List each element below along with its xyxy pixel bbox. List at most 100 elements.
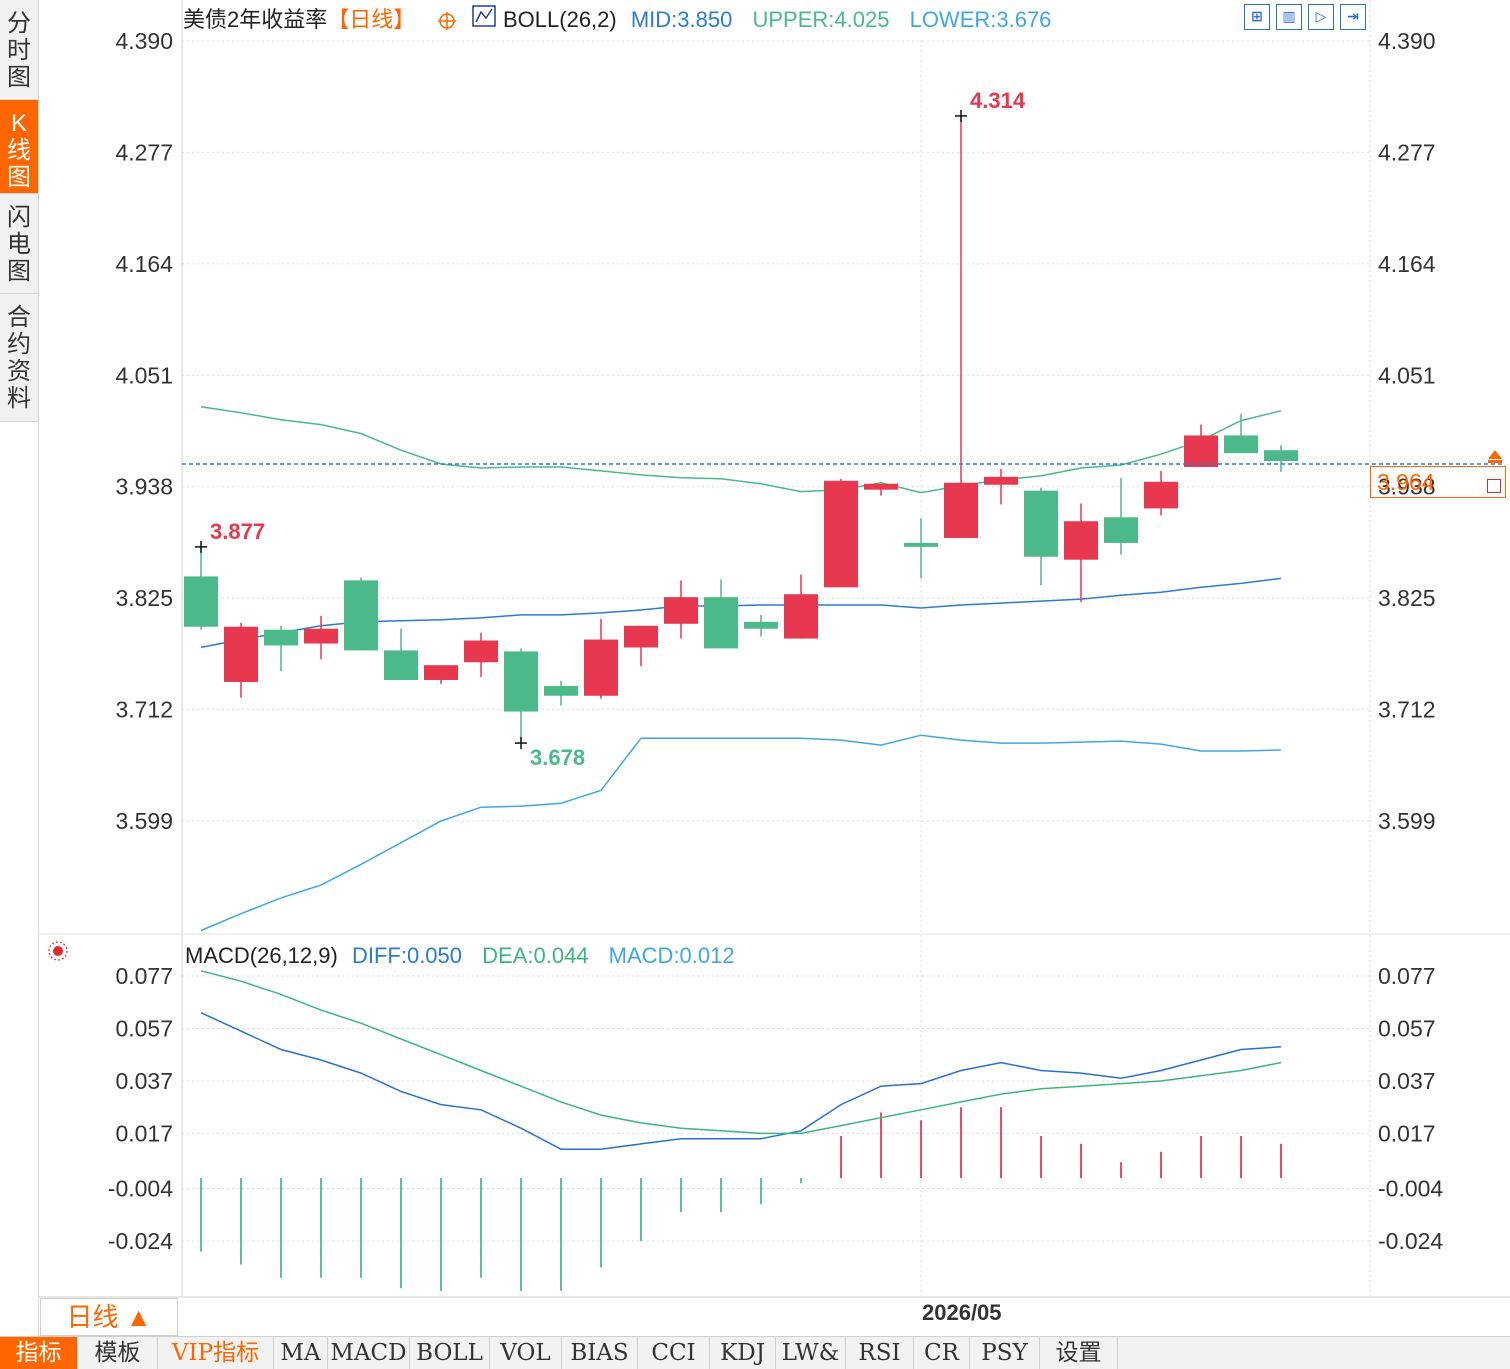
- boll-upper-line: [200, 406, 1282, 494]
- indicator-tab-11[interactable]: RSI: [846, 1337, 914, 1369]
- sidebar-tab-char: 约: [7, 331, 31, 358]
- candle-body: [344, 580, 378, 651]
- sidebar-tab-char: K: [10, 110, 27, 137]
- y-tick-left: 3.938: [115, 474, 173, 500]
- boll-bands: [200, 406, 1282, 932]
- sidebar-tab-char: 图: [7, 258, 31, 285]
- y-tick-left: 4.051: [115, 362, 173, 388]
- macd-diff: DIFF:0.050: [352, 943, 462, 968]
- y-tick-right: 3.825: [1378, 585, 1436, 611]
- sun-settings-icon[interactable]: [48, 941, 68, 961]
- candle-body: [704, 597, 738, 649]
- dea-line: [200, 970, 1282, 1135]
- sidebar-tab-char: 资: [7, 358, 31, 385]
- candle-body: [1184, 435, 1218, 467]
- current-price-value: 3.964: [1377, 469, 1435, 495]
- candle-body: [624, 625, 658, 648]
- macd-y-tick-right: -0.004: [1378, 1176, 1443, 1202]
- indicator-tab-13[interactable]: PSY: [970, 1337, 1040, 1369]
- macd-y-tick-right: 0.057: [1378, 1015, 1436, 1041]
- sidebar-tab-3[interactable]: 合约资料: [0, 294, 38, 422]
- price-arrow-base: [1488, 460, 1502, 463]
- price-marker-icon[interactable]: [1487, 479, 1501, 493]
- fast-forward-icon[interactable]: ⇥: [1340, 4, 1366, 30]
- indicator-tab-0[interactable]: 指标: [0, 1337, 78, 1369]
- macd-y-tick-right: -0.024: [1378, 1228, 1443, 1254]
- indicator-tab-2[interactable]: VIP指标: [158, 1337, 274, 1369]
- sidebar-tab-char: 料: [7, 385, 31, 412]
- indicator-tab-14[interactable]: 设置: [1040, 1337, 1118, 1369]
- indicator-tab-3[interactable]: MA: [274, 1337, 328, 1369]
- sidebar-tab-0[interactable]: 分时图: [0, 0, 38, 100]
- candle-body: [264, 629, 298, 646]
- y-tick-left: 3.599: [115, 808, 173, 834]
- macd-y-tick-right: 0.017: [1378, 1120, 1436, 1146]
- candle-body: [384, 650, 418, 680]
- sidebar-tab-char: 图: [7, 164, 31, 191]
- sidebar-tab-char: 合: [7, 304, 31, 331]
- price-up-arrow-icon: [1488, 450, 1502, 459]
- bar-chart-icon[interactable]: ▥: [1276, 4, 1302, 30]
- kline-chart[interactable]: 4.390 4.277 4.164 4.051 3.938 3.825 3.712 3.599…: [0, 0, 1510, 1336]
- macd-y-tick-left: 0.037: [115, 1068, 173, 1094]
- indicator-tab-7[interactable]: BIAS: [562, 1337, 638, 1369]
- macd-value: MACD:0.012: [609, 943, 735, 968]
- candle-body: [184, 576, 218, 627]
- y-axis-right: 4.390 4.277 4.164 4.051 3.938 3.825 3.712 3.599…: [1378, 28, 1443, 1254]
- macd-y-tick-right: 0.077: [1378, 963, 1436, 989]
- indicator-tab-4[interactable]: MACD: [328, 1337, 410, 1369]
- y-tick-left: 4.390: [115, 28, 173, 54]
- sidebar-tab-2[interactable]: 闪电图: [0, 194, 38, 294]
- period-selector[interactable]: 日线 ▲: [40, 1298, 178, 1336]
- sidebar-tab-char: 线: [7, 137, 31, 164]
- candle-body: [504, 651, 538, 712]
- candle-body: [904, 542, 938, 547]
- macd-y-tick-right: 0.037: [1378, 1068, 1436, 1094]
- boll-lower-line: [200, 734, 1282, 932]
- indicator-tab-1[interactable]: 模板: [78, 1337, 158, 1369]
- candle-body: [1224, 435, 1258, 454]
- boll-mid-line: [200, 577, 1282, 649]
- macd-dea: DEA:0.044: [482, 943, 588, 968]
- candle-body: [864, 483, 898, 490]
- svg-text:BOLL(26,2) MID:3.850 U: BOLL(26,2) MID:3.850 UPPER:4.025 LOWER:3…: [503, 7, 1051, 32]
- y-tick-right: 4.164: [1378, 251, 1436, 277]
- period-tag: 【日线】: [327, 7, 415, 32]
- high-low-annotations: 3.877 4.314 3.678: [195, 88, 1026, 770]
- indicator-tab-12[interactable]: CR: [914, 1337, 970, 1369]
- boll-label: BOLL(26,2): [503, 7, 617, 32]
- candle-body: [1104, 517, 1138, 543]
- indicator-tab-8[interactable]: CCI: [638, 1337, 710, 1369]
- annotation-label: 3.877: [210, 519, 265, 544]
- crosshair-icon[interactable]: [438, 12, 456, 30]
- indicator-tab-9[interactable]: KDJ: [710, 1337, 776, 1369]
- macd-y-tick-left: -0.024: [108, 1228, 173, 1254]
- svg-text:MACD(26,12,9) DIFF:0.050: MACD(26,12,9) DIFF:0.050 DEA:0.044 MACD:…: [185, 943, 735, 968]
- sidebar-tab-char: 时: [7, 37, 31, 64]
- y-tick-left: 4.277: [115, 139, 173, 165]
- y-axis-left: 4.390 4.277 4.164 4.051 3.938 3.825 3.712 3.599…: [108, 28, 173, 1254]
- macd-label: MACD(26,12,9): [185, 943, 338, 968]
- indicator-chart-icon[interactable]: [472, 5, 496, 27]
- candle-body: [584, 639, 618, 696]
- chart-title: 美债2年收益率: [183, 7, 327, 32]
- y-tick-left: 4.164: [115, 251, 173, 277]
- indicator-tab-10[interactable]: LW&: [776, 1337, 846, 1369]
- macd-y-tick-left: 0.017: [115, 1120, 173, 1146]
- play-icon[interactable]: ▷: [1308, 4, 1334, 30]
- macd-y-tick-left: 0.057: [115, 1015, 173, 1041]
- grid-icon[interactable]: ⊞: [1244, 4, 1270, 30]
- svg-text:美债2年收益率【日线】: 美债2年收益率【日线】: [183, 7, 415, 32]
- candle-body: [224, 626, 258, 682]
- candlesticks: [184, 115, 1298, 744]
- sidebar-tab-char: 分: [7, 10, 31, 37]
- y-tick-right: 3.599: [1378, 808, 1436, 834]
- y-tick-right: 4.051: [1378, 362, 1436, 388]
- indicator-tab-5[interactable]: BOLL: [410, 1337, 490, 1369]
- y-tick-right: 3.938: [1378, 474, 1436, 500]
- diff-line: [200, 1012, 1282, 1150]
- indicator-tab-6[interactable]: VOL: [490, 1337, 562, 1369]
- candle-body: [824, 480, 858, 588]
